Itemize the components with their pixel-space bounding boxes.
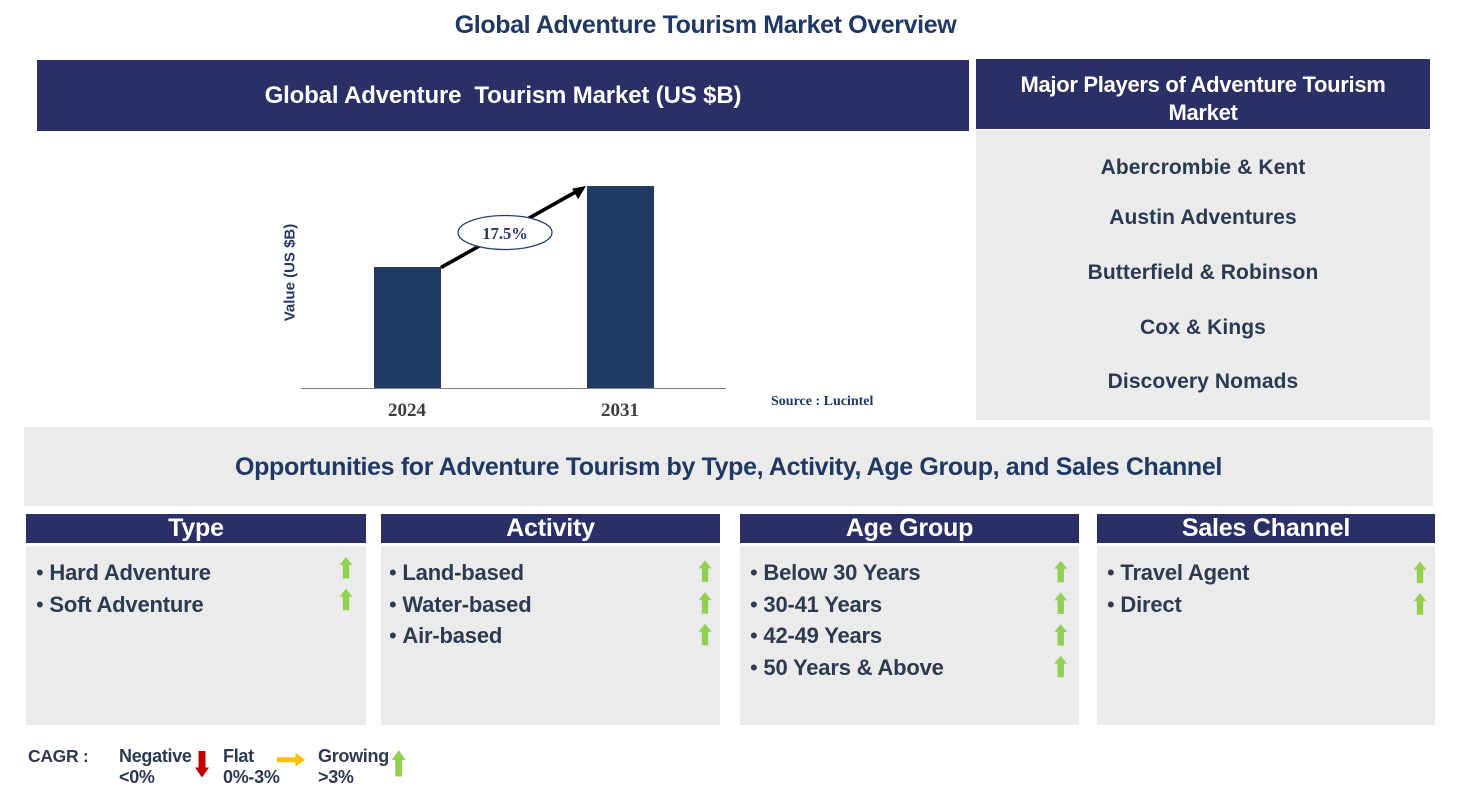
svg-text:17.5%: 17.5% xyxy=(482,224,527,243)
